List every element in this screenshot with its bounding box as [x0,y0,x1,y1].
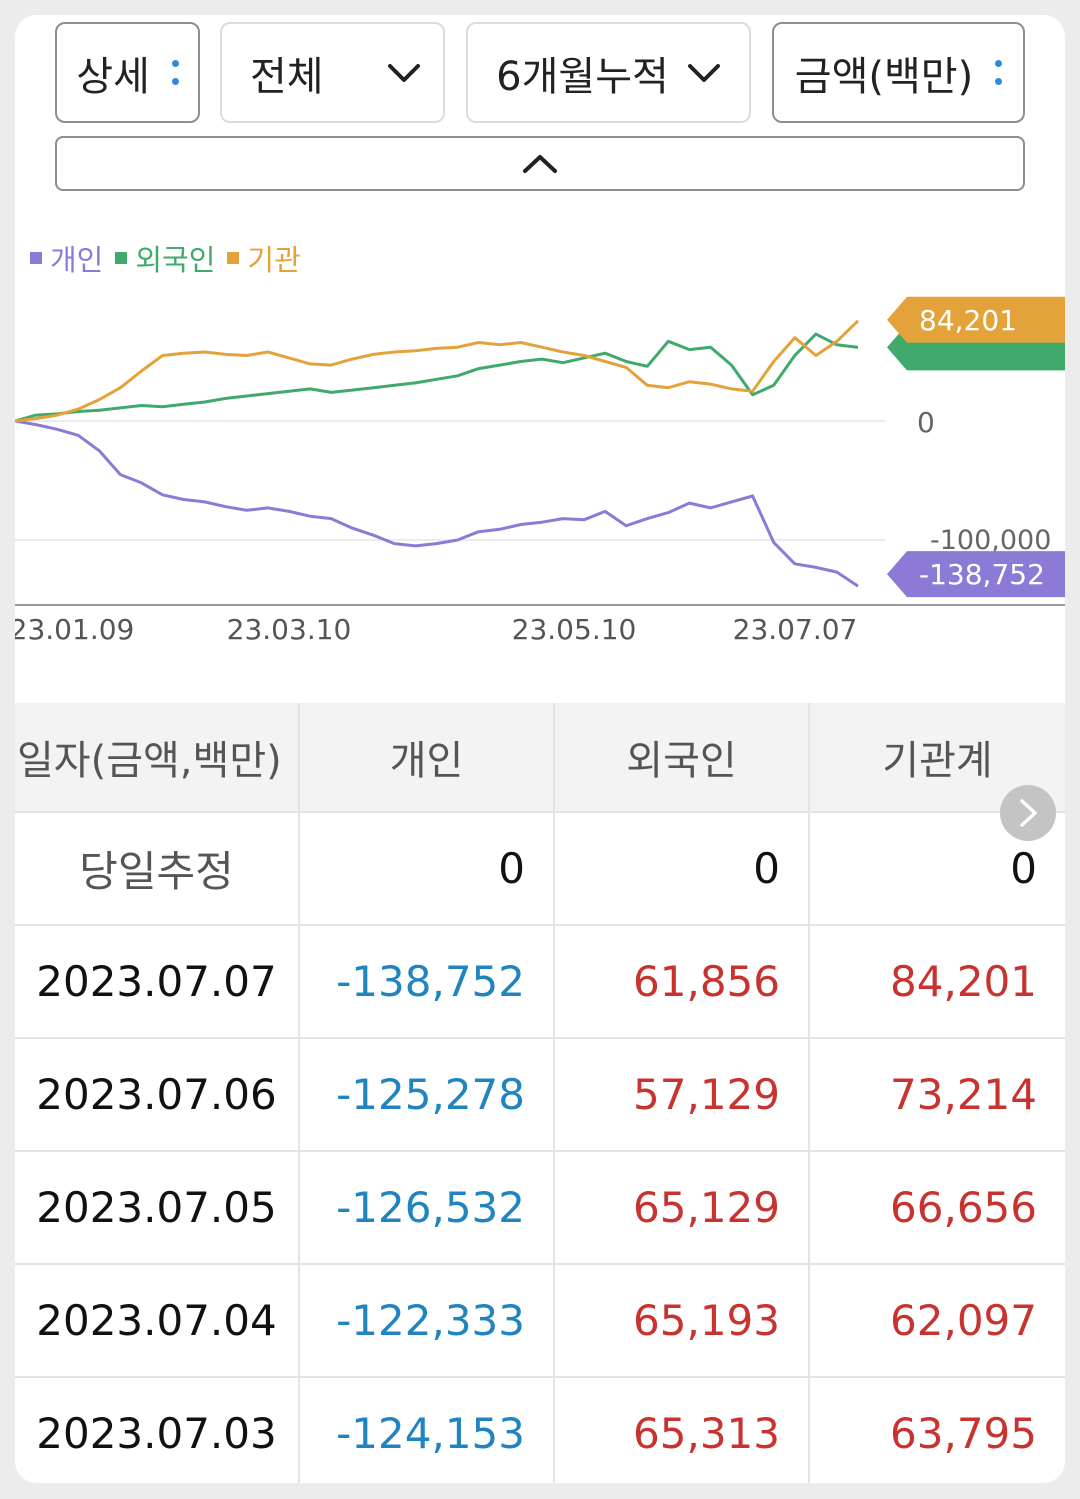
row-institution: 73,214 [808,1039,1065,1150]
header-individual: 개인 [298,703,553,811]
table-header-row: 일자(금액,백만) 개인 외국인 기관계 [15,703,1065,813]
y-axis-label: 0 [917,406,935,439]
row-individual: -126,532 [298,1152,553,1263]
unit-label: 금액(백만) [794,53,974,100]
legend-label: 외국인 [135,243,216,277]
row-individual: -122,333 [298,1265,553,1376]
table-row: 2023.07.05 -126,532 65,129 66,656 [15,1152,1065,1265]
table-row-today: 당일추정 0 0 0 [15,813,1065,926]
x-tick-label: 23.03.10 [227,613,352,646]
legend-swatch [115,252,128,264]
legend-swatch [30,252,42,264]
x-tick-label: 23.01.09 [15,613,134,646]
scroll-right-button[interactable] [1000,785,1056,841]
row-individual: -124,153 [298,1378,553,1483]
x-tick-label: 23.05.10 [512,613,637,646]
header-foreign: 외국인 [553,703,808,811]
investor-line-chart: 0 -100,000 84,201 -138,752 23.01.09 23.03.10 2… [15,296,1065,646]
legend-label: 기관 [247,243,301,277]
legend-item: 기관 [227,237,301,279]
detail-menu-button[interactable]: 상세 [55,22,200,123]
chevron-down-icon [687,63,720,82]
legend-item: 외국인 [115,237,215,279]
unit-menu-button[interactable]: 금액(백만) [772,22,1025,123]
more-vertical-icon [995,60,1003,85]
row-date: 2023.07.07 [36,957,277,1006]
legend-label: 개인 [50,243,104,277]
header-institution: 기관계 [808,703,1065,811]
investor-table: 일자(금액,백만) 개인 외국인 기관계 당일추정 0 0 0 2023.07.… [15,703,1065,1483]
legend-item: 개인 [30,237,103,279]
series-line-1 [15,332,859,423]
row-foreign: 65,129 [553,1152,808,1263]
period-label: 6개월누적 [496,53,669,100]
scope-select[interactable]: 전체 [220,22,445,123]
table-row: 2023.07.06 -125,278 57,129 73,214 [15,1039,1065,1152]
row-date: 2023.07.06 [36,1070,277,1119]
individual-end-label: -138,752 [919,558,1045,591]
row-individual: -138,752 [298,926,553,1037]
detail-label: 상세 [76,53,150,100]
table-row: 2023.07.04 -122,333 65,193 62,097 [15,1265,1065,1378]
legend-swatch [227,252,240,264]
more-vertical-icon [171,60,179,85]
row-institution: 84,201 [808,926,1065,1037]
series-line-0 [15,419,859,588]
row-date: 2023.07.04 [36,1296,277,1345]
header-date: 일자(금액,백만) [17,738,282,784]
row-foreign: 61,856 [553,926,808,1037]
row-individual: -125,278 [298,1039,553,1150]
institution-end-tag [887,296,1065,343]
row-institution: 62,097 [808,1265,1065,1376]
chevron-down-icon [388,63,420,82]
row-institution: 63,795 [808,1378,1065,1483]
row-foreign: 65,313 [553,1378,808,1483]
individual-end-tag [887,551,1065,598]
row-institution: 66,656 [808,1152,1065,1263]
chevron-right-icon [1020,799,1037,827]
series-line-2 [15,319,860,423]
period-select[interactable]: 6개월누적 [466,22,751,123]
row-foreign: 65,193 [553,1265,808,1376]
row-date: 2023.07.03 [36,1409,277,1458]
today-label: 당일추정 [79,847,234,896]
x-tick-label: 23.07.07 [733,613,858,646]
investor-trend-card: 상세 전체 6개월누적 금액(백만) 개인 외국인 기관 0 -100,000 84,2… [15,15,1065,1483]
collapse-chart-button[interactable] [55,136,1025,191]
chevron-up-icon [523,154,557,173]
row-date: 2023.07.05 [36,1183,277,1232]
today-institution: 0 [808,813,1065,924]
today-foreign: 0 [553,813,808,924]
institution-end-label: 84,201 [919,304,1017,337]
y-axis-label: -100,000 [930,525,1051,556]
today-individual: 0 [298,813,553,924]
chart-legend: 개인 외국인 기관 [30,237,301,279]
row-foreign: 57,129 [553,1039,808,1150]
scope-label: 전체 [250,53,324,100]
table-row: 2023.07.07 -138,752 61,856 84,201 [15,926,1065,1039]
table-row: 2023.07.03 -124,153 65,313 63,795 [15,1378,1065,1483]
